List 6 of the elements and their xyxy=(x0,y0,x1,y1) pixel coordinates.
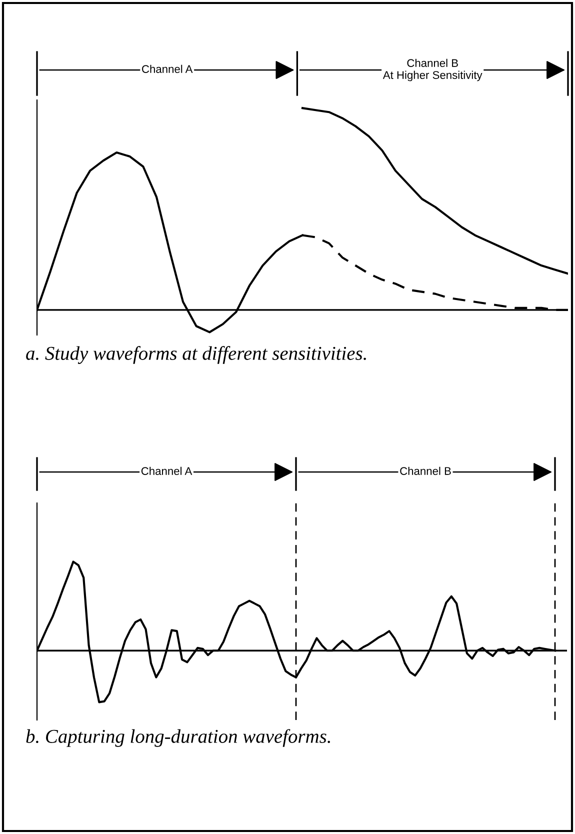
text: Channel A xyxy=(141,466,192,475)
text: Channel B At Higher Sensitivity xyxy=(382,58,482,82)
text: b. Capturing long-duration waveforms. xyxy=(26,729,330,747)
text: Channel B xyxy=(400,466,451,475)
text: Channel A xyxy=(142,64,193,73)
text: a. Study waveforms at different sensitivities. xyxy=(26,346,366,364)
